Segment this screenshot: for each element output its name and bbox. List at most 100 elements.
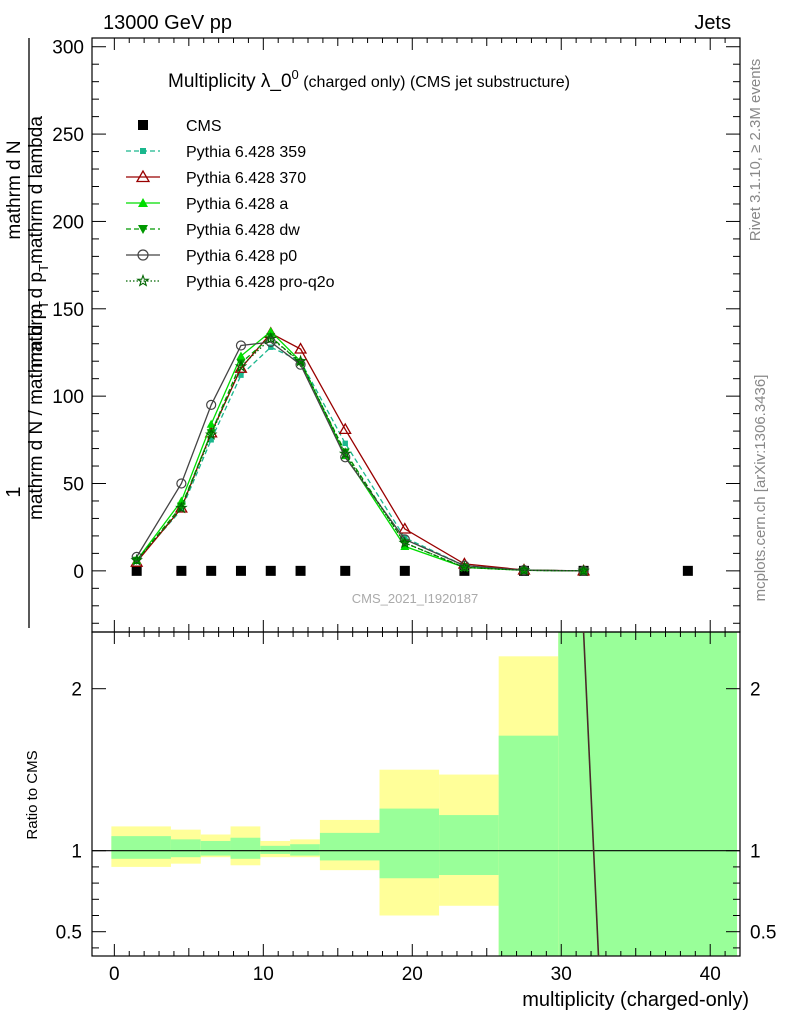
y-label-denominator-2: mathrm d pTmathrm d lambda [26, 116, 51, 368]
header-category: Jets [694, 12, 731, 34]
data-point [295, 359, 306, 370]
data-point [206, 429, 216, 438]
x-tick-label: 0 [109, 964, 120, 985]
series-3 [132, 327, 589, 575]
data-point [138, 225, 148, 234]
data-point [206, 565, 217, 576]
ratio-series-line [582, 631, 600, 957]
data-point [138, 198, 148, 207]
series-line [136, 346, 584, 572]
y-tick-label: 200 [52, 212, 84, 233]
data-point [136, 273, 150, 287]
data-point [236, 359, 246, 368]
legend-label: Pythia 6.428 370 [186, 170, 306, 187]
ratio-band-inner [290, 844, 320, 856]
legend-label: Pythia 6.428 pro-q2o [186, 274, 335, 291]
data-point [294, 354, 307, 367]
data-point [266, 327, 276, 336]
y-label-denominator: mathrm d N / mathrm d pT [26, 301, 51, 520]
data-point [235, 565, 246, 576]
legend-entry-6: Pythia 6.428 pro-q2o [126, 273, 335, 291]
y-tick-label: 300 [52, 38, 84, 59]
main-plot-axes: 0 50 100 150 200 250 300 [52, 37, 741, 956]
x-tick-label: 40 [700, 964, 721, 985]
ratio-y-tick-label-right: 2 [750, 680, 761, 701]
data-point [205, 427, 218, 440]
legend-label: Pythia 6.428 dw [186, 222, 300, 239]
data-point [235, 340, 247, 351]
data-point [208, 437, 214, 443]
ratio-plot-lines [92, 631, 740, 957]
side-label-version: Rivet 3.1.10, ≥ 2.3M events [747, 59, 764, 242]
y-axis-label: 1 mathrm d N / mathrm d pT mathrm d N ma… [3, 38, 51, 628]
legend: CMS Pythia 6.428 359 Pythia 6.428 370 Pythi… [126, 118, 335, 291]
data-point [682, 565, 693, 576]
data-point [138, 120, 148, 130]
data-point [338, 447, 352, 460]
ratio-y-tick-label: 2 [71, 680, 82, 701]
ratio-y-label: Ratio to CMS [24, 750, 41, 839]
ratio-band-inner [379, 808, 440, 879]
data-point [295, 565, 306, 576]
ratio-band-inner [319, 832, 380, 861]
data-point [399, 565, 410, 576]
ratio-band-inner [230, 837, 261, 859]
data-point [294, 342, 308, 354]
ratio-band-inner [170, 839, 201, 858]
legend-label: Pythia 6.428 p0 [186, 248, 297, 265]
series-1 [133, 344, 587, 574]
y-label-numerator: mathrm d N [4, 140, 25, 239]
data-point [517, 563, 531, 576]
analysis-watermark: CMS_2021_I1920187 [352, 591, 479, 606]
series-6 [130, 331, 590, 577]
side-label-source: mcplots.cern.ch [arXiv:1306.3436] [752, 375, 769, 602]
header-process: 13000 GeV pp [103, 12, 232, 34]
legend-label: CMS [186, 118, 222, 135]
legend-entry-4: Pythia 6.428 dw [126, 222, 300, 239]
series-line [136, 337, 584, 572]
main-plot-series [130, 326, 693, 577]
y-tick-label: 50 [63, 475, 84, 496]
data-point [130, 553, 143, 566]
data-point [338, 422, 352, 435]
ratio-plot-axes: 0 10 20 30 40 0.5 0.5 1 1 2 2 [56, 631, 776, 985]
legend-entry-3: Pythia 6.428 a [126, 196, 288, 213]
data-point [135, 169, 151, 183]
data-point [206, 419, 216, 428]
data-point [175, 501, 188, 514]
y-tick-label: 150 [52, 300, 84, 321]
legend-entry-5: Pythia 6.428 p0 [126, 248, 297, 265]
data-point [265, 565, 276, 576]
x-axis-label: multiplicity (charged-only) [522, 989, 749, 1011]
y-tick-label: 100 [52, 387, 84, 408]
data-point [140, 148, 146, 154]
x-tick-label: 10 [253, 964, 274, 985]
ratio-frame [91, 631, 741, 957]
ratio-y-tick-label: 0.5 [56, 923, 82, 944]
ratio-band-inner [558, 632, 738, 956]
data-point [131, 565, 142, 576]
data-point [176, 478, 187, 489]
series-0 [131, 565, 693, 576]
data-point [398, 536, 412, 549]
data-point [264, 331, 278, 344]
data-point [234, 359, 248, 372]
ratio-y-tick-label: 1 [71, 842, 82, 863]
y-tick-label: 250 [52, 125, 84, 146]
data-point [265, 336, 276, 348]
legend-label: Pythia 6.428 a [186, 196, 288, 213]
data-point [577, 564, 590, 577]
data-point [238, 372, 244, 378]
ratio-y-tick-label-right: 1 [750, 842, 761, 863]
data-point [234, 361, 248, 373]
series-5 [131, 336, 589, 576]
ratio-y-tick-label-right: 0.5 [750, 923, 776, 944]
data-point [268, 344, 274, 350]
chart-title: Multiplicity λ_00 (charged only) (CMS je… [168, 67, 570, 92]
legend-entry-1: Pythia 6.428 359 [126, 144, 306, 161]
ratio-band-inner [498, 735, 559, 956]
data-point [176, 565, 187, 576]
data-point [137, 249, 149, 261]
y-tick-label: 0 [73, 562, 84, 583]
